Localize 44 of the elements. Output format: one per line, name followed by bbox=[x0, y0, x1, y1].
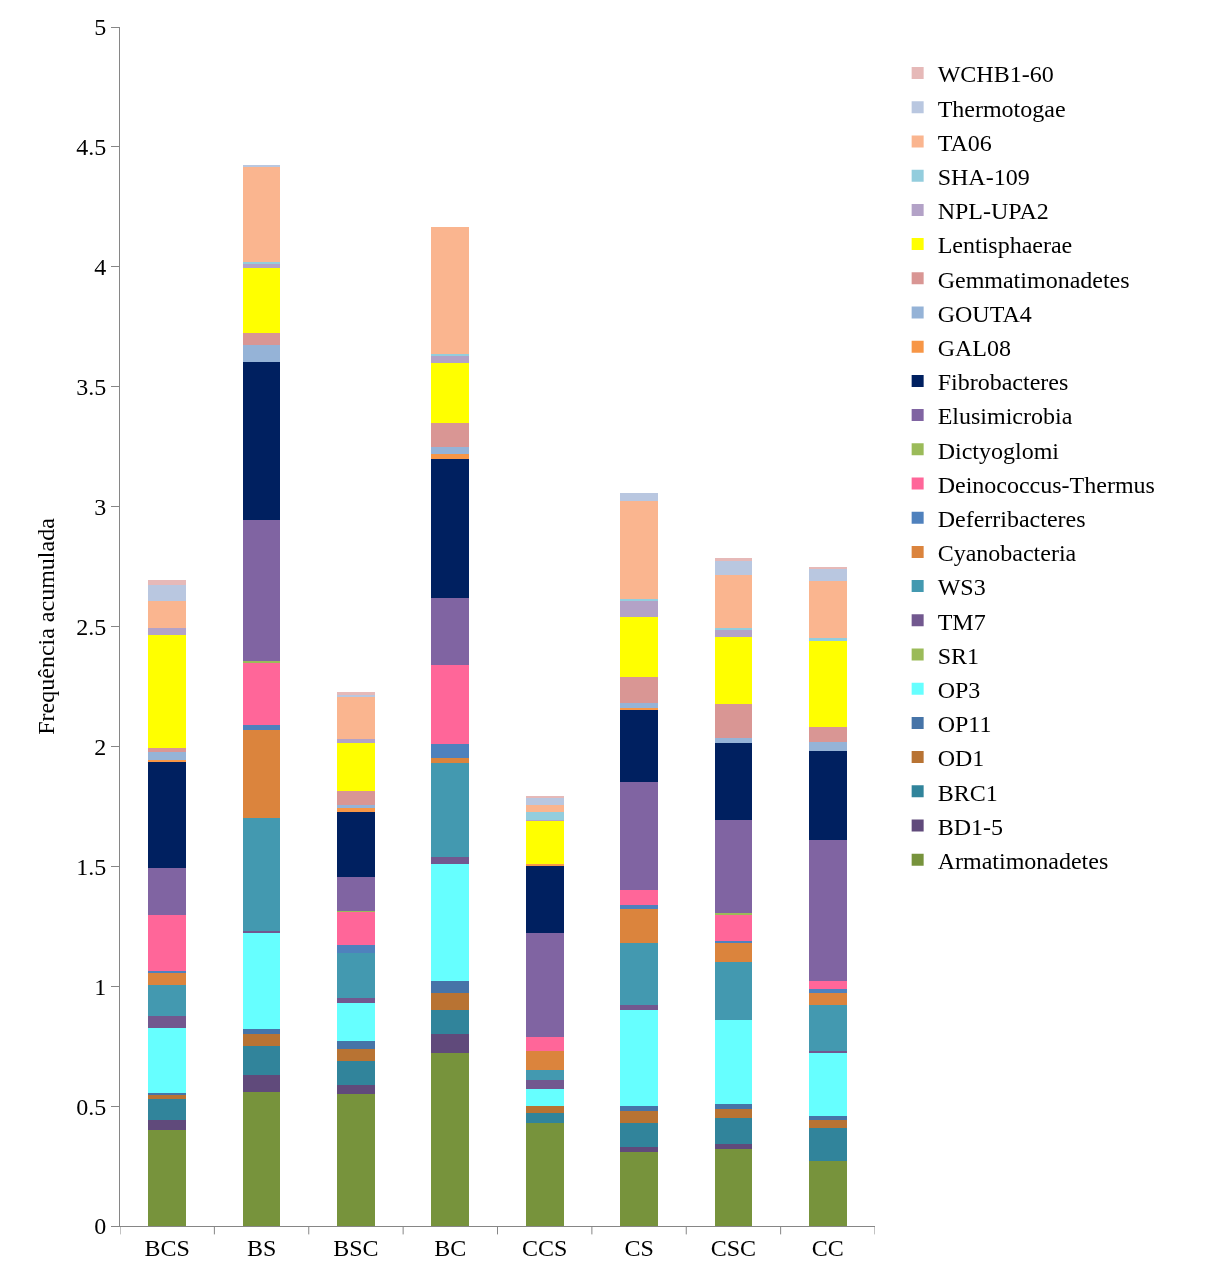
legend-label: BRC1 bbox=[937, 779, 998, 806]
legend-label: Deinococcus-Thermus bbox=[937, 471, 1155, 498]
x-tick-label: CC bbox=[811, 1234, 844, 1261]
legend-label: WCHB1-60 bbox=[937, 61, 1054, 88]
legend-label: OD1 bbox=[937, 745, 985, 772]
legend-label: SR1 bbox=[937, 642, 980, 669]
x-tick-label: CSC bbox=[710, 1234, 757, 1261]
y-tick-label: 4 bbox=[94, 254, 107, 281]
x-tick-label: CS bbox=[624, 1234, 654, 1261]
legend-label: OP11 bbox=[937, 711, 992, 738]
y-tick-label: 1.5 bbox=[76, 853, 107, 880]
y-tick-label: 1 bbox=[94, 973, 107, 1000]
y-tick-label: 3 bbox=[94, 494, 107, 520]
y-tick-label: 0 bbox=[94, 1213, 107, 1240]
y-tick-label: 3.5 bbox=[76, 374, 107, 401]
x-tick-label: BCS bbox=[144, 1234, 190, 1261]
y-tick-label: 5 bbox=[94, 14, 107, 41]
x-tick-label: BSC bbox=[333, 1234, 379, 1261]
y-axis-title: Frequência acumulada bbox=[33, 517, 60, 735]
legend-label: Fibrobacteres bbox=[937, 369, 1069, 396]
x-tick-label: CCS bbox=[522, 1234, 568, 1261]
legend-label: GAL08 bbox=[937, 335, 1011, 362]
legend-label: WS3 bbox=[937, 574, 986, 601]
legend-label: Cyanobacteria bbox=[937, 540, 1077, 567]
y-tick-label: 0.5 bbox=[76, 1093, 107, 1120]
legend-label: Deferribacteres bbox=[937, 506, 1086, 533]
legend-label: Thermotogae bbox=[937, 95, 1066, 122]
y-tick-label: 2.5 bbox=[76, 613, 107, 640]
legend-label: NPL-UPA2 bbox=[937, 198, 1049, 225]
legend-label: SHA-109 bbox=[937, 164, 1030, 191]
x-tick-label: BC bbox=[434, 1234, 467, 1261]
y-tick-label: 4.5 bbox=[76, 134, 107, 161]
legend-label: Dictyoglomi bbox=[937, 437, 1060, 464]
legend-label: Lentisphaerae bbox=[937, 232, 1073, 259]
legend-label: BD1-5 bbox=[937, 813, 1003, 840]
x-tick-label: BS bbox=[246, 1234, 277, 1261]
legend-label: TM7 bbox=[937, 608, 986, 635]
legend-label: TA06 bbox=[937, 129, 992, 156]
legend-label: Gemmatimonadetes bbox=[937, 266, 1130, 293]
legend-label: Elusimicrobia bbox=[937, 403, 1073, 430]
legend-label: GOUTA4 bbox=[937, 300, 1032, 327]
legend-label: OP3 bbox=[937, 677, 981, 704]
legend-label: Armatimonadetes bbox=[937, 848, 1109, 875]
y-tick-label: 2 bbox=[94, 733, 107, 760]
